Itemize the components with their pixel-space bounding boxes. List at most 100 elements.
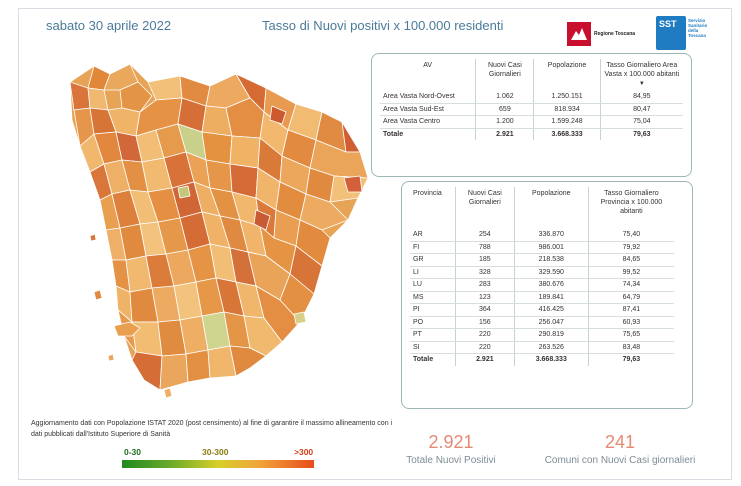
map-area xyxy=(299,193,349,231)
av-tasso: 84,95 xyxy=(599,91,683,104)
kpi-comuni-value: 241 xyxy=(604,432,636,452)
tuscany-choropleth-map xyxy=(69,63,369,399)
provincia-nuovi-casi: 156 xyxy=(454,316,515,329)
legend-low: 0-30 xyxy=(124,447,142,457)
provincia-popolazione: 986.001 xyxy=(513,241,589,254)
island-giglio xyxy=(163,387,173,399)
table-row[interactable]: Area Vasta Sud-Est 659 818.934 80,47 xyxy=(380,103,683,116)
av-name: Area Vasta Nord-Ovest xyxy=(380,91,476,104)
map-area-high xyxy=(343,175,363,193)
table-total-row: Totale 2.921 3.668.333 79,63 xyxy=(380,127,683,140)
sort-desc-icon[interactable]: ▼ xyxy=(638,81,645,87)
map-area xyxy=(119,81,153,113)
provincia-popolazione: 218.538 xyxy=(513,253,589,267)
kpi-total-label: Totale Nuovi Positivi xyxy=(406,455,496,466)
provincia-popolazione: 290.819 xyxy=(513,328,589,342)
column-header-av[interactable]: AV xyxy=(423,62,433,69)
table-row[interactable]: LU 283 380.676 74,34 xyxy=(410,278,674,292)
provincia-code: GR xyxy=(410,253,456,267)
table-row[interactable]: PO 156 256.047 60,93 xyxy=(410,316,674,329)
provincia-tasso: 75,65 xyxy=(587,328,674,342)
av-tasso: 80,47 xyxy=(599,103,683,116)
legend-high: >300 xyxy=(294,447,314,457)
provincia-tasso: 75,40 xyxy=(587,229,674,242)
provincia-popolazione: 416.425 xyxy=(513,303,589,317)
area-vasta-table: AV Nuovi Casi Giornalieri Popolazione Ta… xyxy=(380,59,683,140)
column-header-tasso-label: Tasso Giornaliero Area Vasta x 100.000 a… xyxy=(604,62,680,78)
kpi-comuni: 241 Comuni con Nuovi Casi giornalieri xyxy=(538,432,702,466)
provincia-tasso: 74,34 xyxy=(587,278,674,292)
kpi-total-positivi: 2.921 Totale Nuovi Positivi xyxy=(400,432,502,466)
map-area-high xyxy=(253,209,271,231)
pegasus-icon xyxy=(567,22,591,46)
island-capraia xyxy=(93,289,103,301)
population-note: Aggiornamento dati con Popolazione ISTAT… xyxy=(31,420,393,438)
total-popolazione: 3.668.333 xyxy=(513,353,589,366)
map-area xyxy=(229,345,267,377)
total-label: Totale xyxy=(410,353,456,366)
map-area xyxy=(185,349,211,383)
total-popolazione: 3.668.333 xyxy=(533,127,601,140)
island-pianosa xyxy=(107,353,115,362)
sst-logo-text: SST xyxy=(659,19,677,29)
regione-toscana-logo: Regione Toscana xyxy=(567,22,635,46)
map-area xyxy=(255,285,301,343)
provincia-nuovi-casi: 283 xyxy=(454,278,515,292)
av-tasso: 75,04 xyxy=(599,115,683,129)
table-row[interactable]: Area Vasta Centro 1.200 1.599.248 75,04 xyxy=(380,115,683,129)
column-header-tasso[interactable]: Tasso Giornaliero Area Vasta x 100.000 a… xyxy=(599,59,683,91)
table-row[interactable]: AR 254 336.870 75,40 xyxy=(410,229,674,242)
map-legend: 0-30 30-300 >300 xyxy=(122,447,314,468)
table-row[interactable]: LI 328 329.590 99,52 xyxy=(410,266,674,279)
table-row[interactable]: FI 788 986.001 79,92 xyxy=(410,241,674,254)
provincia-code: LU xyxy=(410,278,456,292)
map-area-low xyxy=(293,311,307,325)
total-nuovi-casi: 2.921 xyxy=(475,127,534,140)
provincia-tasso: 60,93 xyxy=(587,316,674,329)
provincia-nuovi-casi: 220 xyxy=(454,328,515,342)
map-area xyxy=(243,315,283,357)
table-row[interactable]: SI 220 263.526 83,48 xyxy=(410,341,674,354)
av-popolazione: 1.250.151 xyxy=(533,91,601,104)
table-row[interactable]: PT 220 290.819 75,65 xyxy=(410,328,674,342)
kpi-total-value: 2.921 xyxy=(428,432,474,452)
provincia-table-card: Provincia Nuovi Casi Giornalieri Popolaz… xyxy=(401,181,693,409)
total-nuovi-casi: 2.921 xyxy=(454,353,515,366)
sst-logo-subtext: Servizio Sanitario della Toscana xyxy=(688,18,708,38)
table-row[interactable]: Area Vasta Nord-Ovest 1.062 1.250.151 84… xyxy=(380,91,683,104)
sst-logo: SST Servizio Sanitario della Toscana xyxy=(656,16,714,52)
column-header-popolazione[interactable]: Popolazione xyxy=(513,187,589,229)
provincia-nuovi-casi: 364 xyxy=(454,303,515,317)
av-nuovi-casi: 659 xyxy=(475,103,534,116)
provincia-nuovi-casi: 254 xyxy=(454,229,515,242)
column-header-nuovi-casi[interactable]: Nuovi Casi Giornalieri xyxy=(475,59,534,91)
report-date: sabato 30 aprile 2022 xyxy=(46,18,172,33)
provincia-tasso: 64,79 xyxy=(587,291,674,304)
table-row[interactable]: GR 185 218.538 84,65 xyxy=(410,253,674,267)
table-row[interactable]: PI 364 416.425 87,41 xyxy=(410,303,674,317)
regione-logo-text: Regione Toscana xyxy=(594,31,636,37)
map-area xyxy=(159,353,189,391)
island-elba xyxy=(113,321,141,337)
provincia-code: PO xyxy=(410,316,456,329)
column-header-popolazione[interactable]: Popolazione xyxy=(533,59,601,91)
table-total-row: Totale 2.921 3.668.333 79,63 xyxy=(410,353,674,366)
column-header-tasso[interactable]: Tasso Giornaliero Provincia x 100.000 ab… xyxy=(587,187,674,229)
table-header-row: Provincia Nuovi Casi Giornalieri Popolaz… xyxy=(410,187,674,229)
provincia-code: MS xyxy=(410,291,456,304)
column-header-provincia[interactable]: Provincia xyxy=(413,190,442,197)
sst-logo-box: SST xyxy=(656,16,686,50)
provincia-tasso: 87,41 xyxy=(587,303,674,317)
column-header-nuovi-casi[interactable]: Nuovi Casi Giornalieri xyxy=(454,187,515,229)
provincia-code: PI xyxy=(410,303,456,317)
provincia-popolazione: 263.526 xyxy=(513,341,589,354)
provincia-popolazione: 329.590 xyxy=(513,266,589,279)
page-title: Tasso di Nuovi positivi x 100.000 reside… xyxy=(262,18,504,33)
map-area-low xyxy=(177,185,191,199)
provincia-nuovi-casi: 185 xyxy=(454,253,515,267)
map-area xyxy=(131,351,163,391)
table-row[interactable]: MS 123 189.841 64,79 xyxy=(410,291,674,304)
av-nuovi-casi: 1.200 xyxy=(475,115,534,129)
provincia-tasso: 83,48 xyxy=(587,341,674,354)
